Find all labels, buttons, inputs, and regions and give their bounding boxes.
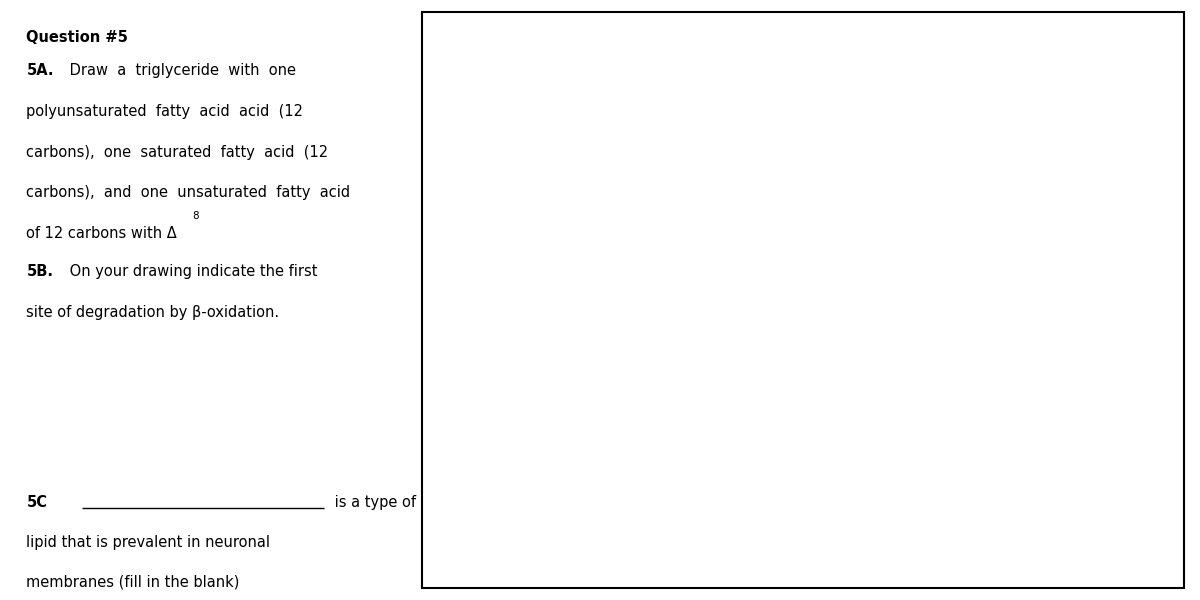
Text: Question #5: Question #5 xyxy=(26,30,128,45)
Text: site of degradation by β-oxidation.: site of degradation by β-oxidation. xyxy=(26,305,280,320)
Text: On your drawing indicate the first: On your drawing indicate the first xyxy=(65,264,317,279)
Text: polyunsaturated  fatty  acid  acid  (12: polyunsaturated fatty acid acid (12 xyxy=(26,104,304,119)
Text: 5B.: 5B. xyxy=(26,264,54,279)
Text: 5A.: 5A. xyxy=(26,63,54,78)
Text: carbons),  and  one  unsaturated  fatty  acid: carbons), and one unsaturated fatty acid xyxy=(26,185,350,200)
Text: Draw  a  triglyceride  with  one: Draw a triglyceride with one xyxy=(65,63,296,78)
Text: of 12 carbons with Δ: of 12 carbons with Δ xyxy=(26,226,178,241)
Text: 5C: 5C xyxy=(26,495,48,510)
Text: 8: 8 xyxy=(192,211,198,221)
FancyBboxPatch shape xyxy=(422,12,1184,588)
Text: lipid that is prevalent in neuronal: lipid that is prevalent in neuronal xyxy=(26,535,270,550)
Text: is a type of: is a type of xyxy=(330,495,416,510)
Text: carbons),  one  saturated  fatty  acid  (12: carbons), one saturated fatty acid (12 xyxy=(26,145,329,160)
Text: membranes (fill in the blank): membranes (fill in the blank) xyxy=(26,575,240,590)
